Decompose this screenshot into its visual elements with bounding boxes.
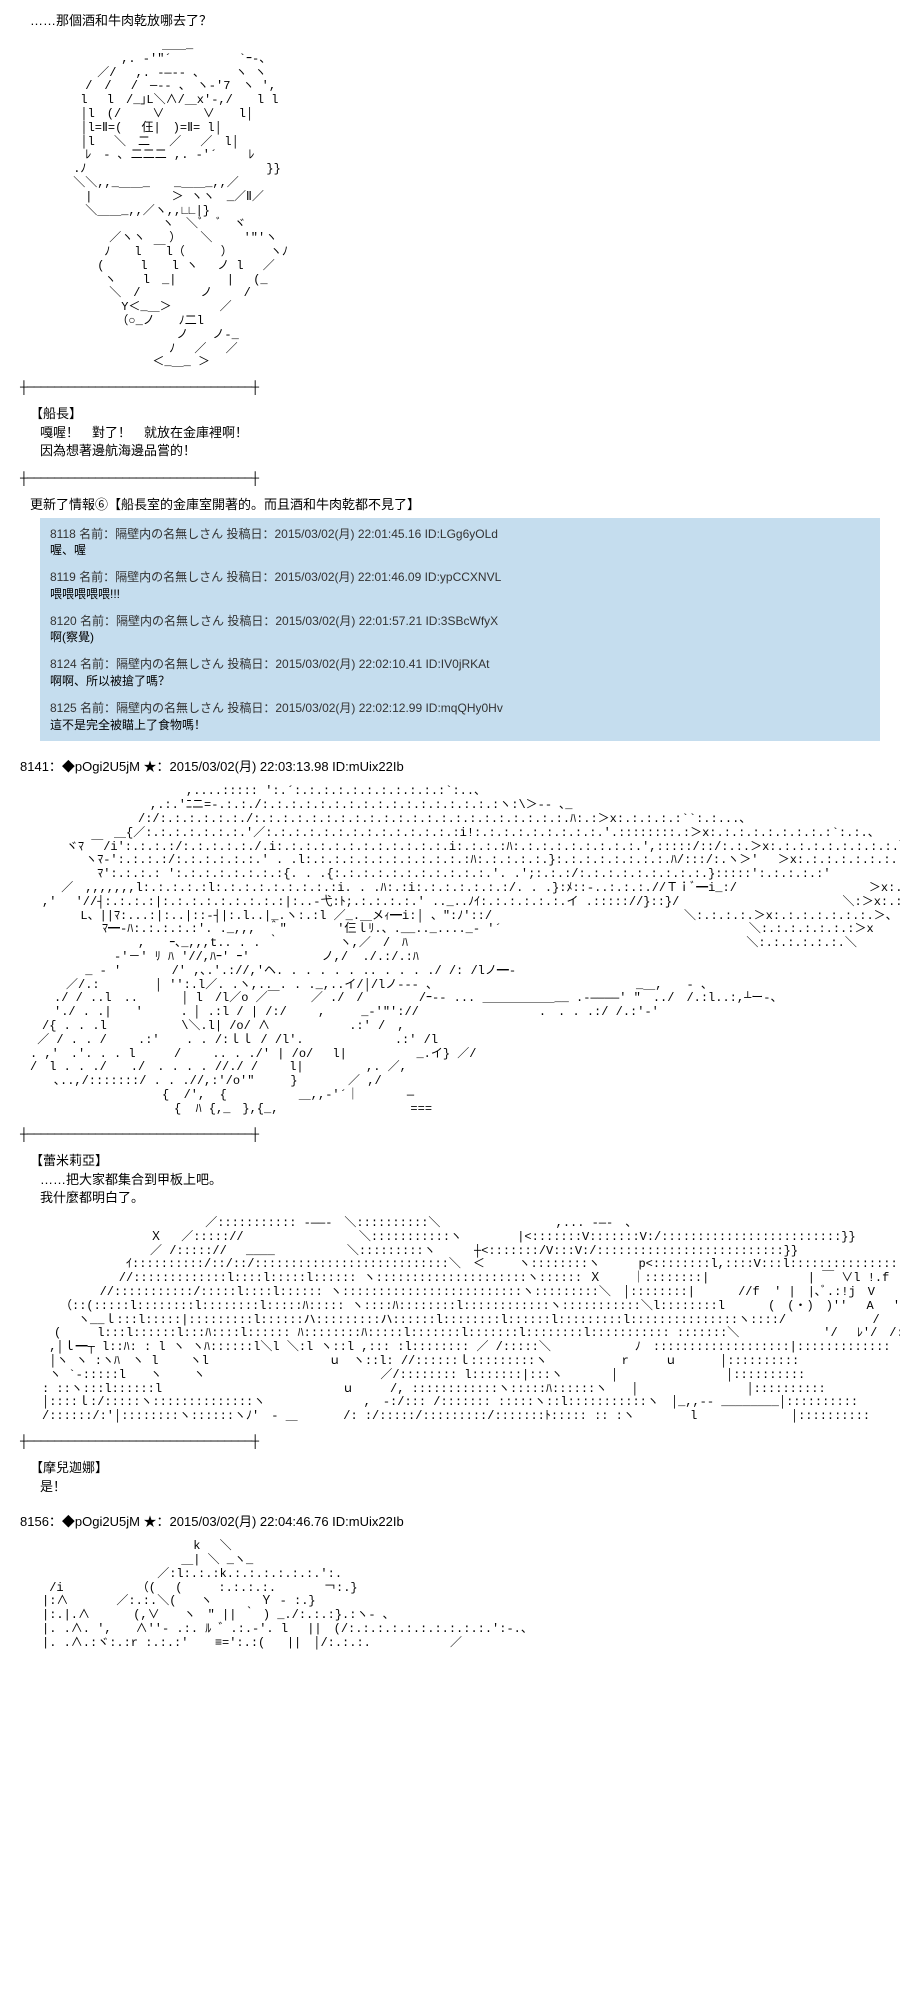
dialogue-captain: 嘎喔！ 對了！ 就放在金庫裡啊！ 因為想著邊航海邊品嘗的！	[40, 424, 890, 460]
comment-item: 8124 名前：隔壁内の名無しさん 投稿日：2015/03/02(月) 22:0…	[50, 656, 870, 690]
comment-header: 8120 名前：隔壁内の名無しさん 投稿日：2015/03/02(月) 22:0…	[50, 613, 870, 630]
comment-item: 8118 名前：隔壁内の名無しさん 投稿日：2015/03/02(月) 22:0…	[50, 526, 870, 560]
ascii-art-bottom: k ＼ ＿| ＼ _ヽ_ ／:l:.:.:k.:.:.:.:.:.:.':. /…	[30, 1540, 890, 1650]
ascii-art-captain: ＿＿_ ,. -'"´ `ｰ-、 ／/ ,. -―‐- ､ ヽ ヽ / / / …	[30, 39, 890, 370]
post-header-8141: 8141：◆pOgi2U5jM ★：2015/03/02(月) 22:03:13…	[20, 756, 890, 775]
comment-body: 啊啊、所以被搶了嗎？	[50, 673, 870, 690]
divider: ┼─────────────────────────────────┼	[20, 1127, 890, 1142]
comment-header: 8119 名前：隔壁内の名無しさん 投稿日：2015/03/02(月) 22:0…	[50, 569, 870, 586]
comment-item: 8120 名前：隔壁内の名無しさん 投稿日：2015/03/02(月) 22:0…	[50, 613, 870, 647]
dialogue-morgana: 是！	[40, 1478, 890, 1496]
comment-body: 喂喂喂喂喂!!!	[50, 586, 870, 603]
comment-header: 8124 名前：隔壁内の名無しさん 投稿日：2015/03/02(月) 22:0…	[50, 656, 870, 673]
divider: ┼─────────────────────────────────┼	[20, 471, 890, 486]
comments-block: 8118 名前：隔壁内の名無しさん 投稿日：2015/03/02(月) 22:0…	[40, 518, 880, 742]
speaker-captain: 【船長】	[30, 403, 890, 422]
speaker-morgana: 【摩兒迦娜】	[30, 1457, 890, 1476]
comment-item: 8125 名前：隔壁内の名無しさん 投稿日：2015/03/02(月) 22:0…	[50, 700, 870, 734]
comment-body: 啊(察覺)	[50, 629, 870, 646]
update-info: 更新了情報⑥【船長室的金庫室開著的。而且酒和牛肉乾都不見了】	[30, 494, 890, 513]
dialogue-remilia: ……把大家都集合到甲板上吧。 我什麼都明白了。	[40, 1171, 890, 1207]
ascii-art-morgana: ／::::::::::: -――- ＼::::::::::＼ ,... -―- …	[30, 1217, 890, 1424]
post-header-8156: 8156：◆pOgi2U5jM ★：2015/03/02(月) 22:04:46…	[20, 1511, 890, 1530]
comment-header: 8125 名前：隔壁内の名無しさん 投稿日：2015/03/02(月) 22:0…	[50, 700, 870, 717]
comment-body: 這不是完全被瞄上了食物嗎！	[50, 717, 870, 734]
top-fragment-text: ……那個酒和牛肉乾放哪去了？	[30, 10, 890, 29]
speaker-remilia: 【蕾米莉亞】	[30, 1150, 890, 1169]
comment-item: 8119 名前：隔壁内の名無しさん 投稿日：2015/03/02(月) 22:0…	[50, 569, 870, 603]
divider: ┼─────────────────────────────────┼	[20, 380, 890, 395]
comment-body: 喔、喔	[50, 542, 870, 559]
ascii-art-remilia: ,....::::: ':.´:.:.:.:.:.:.:.:.:.:.:`:..…	[30, 785, 890, 1116]
divider: ┼─────────────────────────────────┼	[20, 1434, 890, 1449]
comment-header: 8118 名前：隔壁内の名無しさん 投稿日：2015/03/02(月) 22:0…	[50, 526, 870, 543]
